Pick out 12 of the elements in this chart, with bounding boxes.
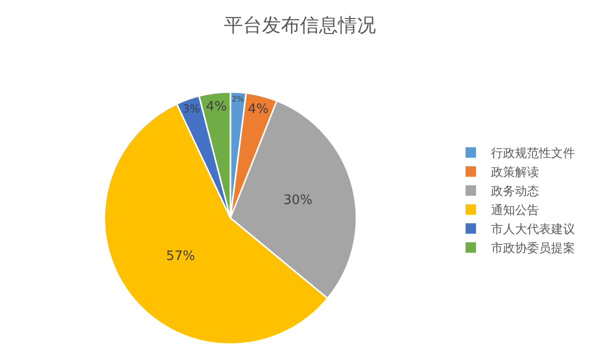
legend-label: 市政协委员提案 [490,241,575,256]
data-label: 3% [182,102,200,116]
data-label: 4% [206,99,227,114]
chart-title: 平台发布信息情况 [224,14,376,36]
legend-label: 行政规范性文件 [490,146,575,160]
data-label: 4% [248,102,269,118]
legend-label: 政策解读 [490,165,539,180]
legend-label: 政务动态 [490,184,539,198]
legend-label: 通知公告 [490,203,539,218]
legend-label: 市人大代表建议 [490,222,575,236]
data-label: 57% [166,249,196,264]
data-label: 30% [283,193,312,208]
